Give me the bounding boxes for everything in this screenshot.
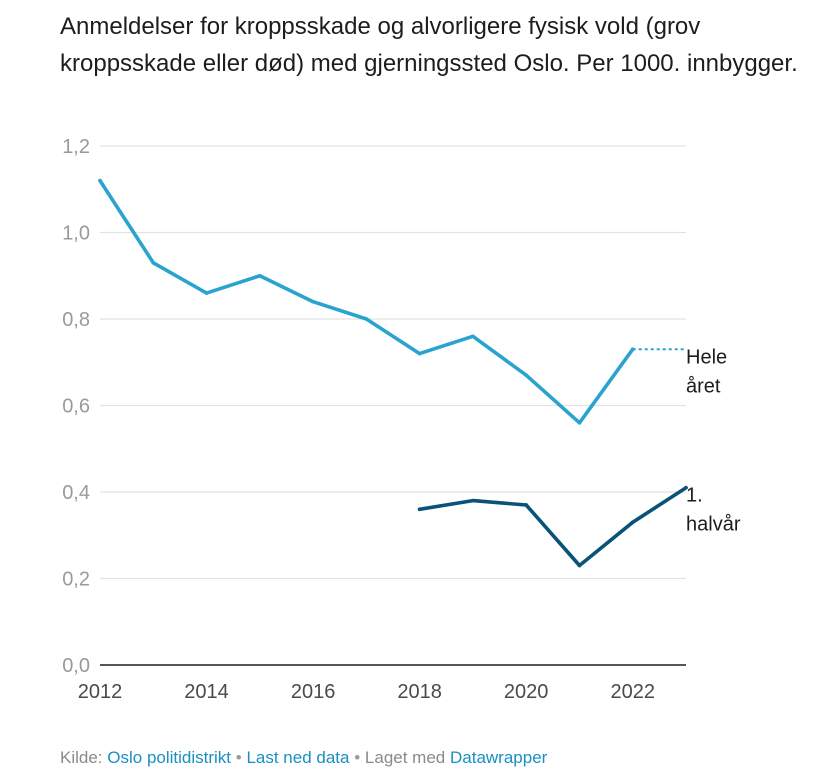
y-axis-ticks: 0,0 0,2 0,4 0,6 0,8 1,0 1,2 <box>62 136 90 677</box>
data-point <box>471 334 475 339</box>
data-point <box>684 485 688 490</box>
data-point <box>524 373 528 378</box>
data-point <box>471 498 475 503</box>
series-line-2 <box>417 485 688 568</box>
y-tick-label: 1,2 <box>62 136 90 158</box>
x-tick-label: 2016 <box>291 681 336 703</box>
source-prefix: Kilde: <box>60 748 103 767</box>
data-point <box>417 351 422 356</box>
data-point <box>151 260 156 265</box>
x-tick-label: 2018 <box>397 681 442 703</box>
data-point <box>98 178 102 183</box>
data-point <box>204 291 209 295</box>
y-tick-label: 0,0 <box>62 655 90 677</box>
data-point <box>524 503 528 507</box>
datawrapper-link[interactable]: Datawrapper <box>449 748 548 767</box>
series-line-1 <box>98 178 635 425</box>
data-point <box>577 421 582 425</box>
series-group <box>98 178 688 568</box>
chart-title: Anmeldelser for kroppsskade og alvorlige… <box>60 13 798 77</box>
data-point <box>311 299 315 304</box>
series-labels: Hele året 1. halvår <box>686 346 741 535</box>
data-point <box>577 563 582 568</box>
y-tick-label: 0,8 <box>62 309 90 331</box>
x-tick-label: 2014 <box>184 681 229 703</box>
x-axis-ticks: 2012 2014 2016 2018 2020 2022 <box>78 681 655 703</box>
series-label: Hele året <box>686 346 727 397</box>
x-tick-label: 2020 <box>504 681 549 703</box>
chart-footer: Kilde: Oslo politidistrikt • Last ned da… <box>60 748 547 768</box>
y-tick-label: 0,4 <box>62 482 90 504</box>
x-tick-label: 2022 <box>610 681 655 703</box>
data-point <box>417 507 422 512</box>
grid-lines <box>100 145 686 666</box>
data-point <box>258 273 262 278</box>
footer-separator: • <box>354 748 361 767</box>
made-with-text: Laget med <box>364 748 446 767</box>
data-point <box>630 520 635 525</box>
x-tick-label: 2012 <box>78 681 123 703</box>
series-label: 1. halvår <box>686 485 741 536</box>
y-tick-label: 1,0 <box>62 223 90 245</box>
y-tick-label: 0,6 <box>62 396 90 418</box>
data-point <box>364 317 369 321</box>
line-chart: 0,00,20,40,60,81,01,2 2012 2014 2016 2018 20… <box>62 136 741 703</box>
download-data-link[interactable]: Last ned data <box>246 748 350 767</box>
y-tick-label: 0,2 <box>62 569 90 591</box>
source-link[interactable]: Oslo politidistrikt <box>107 748 232 767</box>
footer-separator: • <box>235 748 242 767</box>
